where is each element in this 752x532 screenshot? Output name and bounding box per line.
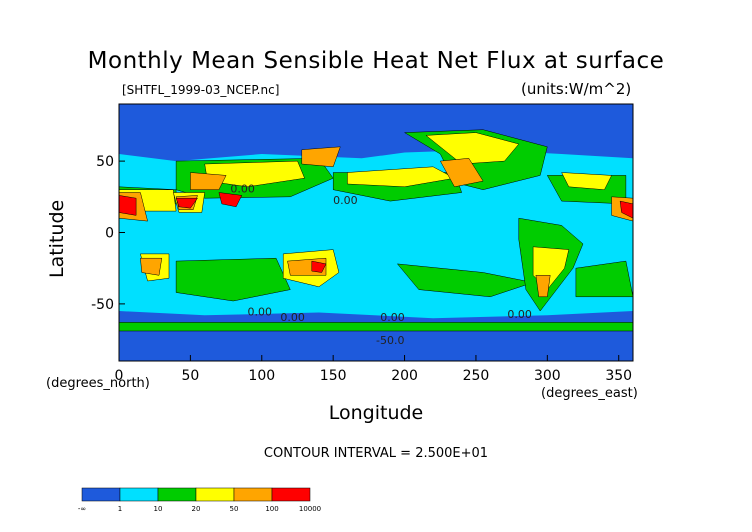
region-northern-high-lat	[119, 104, 633, 162]
contour-label: 0.00	[507, 308, 532, 321]
colorbar-swatch	[119, 487, 159, 502]
flux-regions	[119, 104, 633, 361]
region-antarctic-green	[119, 322, 633, 332]
source-file-label: [SHTFL_1999-03_NCEP.nc]	[122, 83, 280, 97]
contour-label: 0.00	[333, 194, 358, 207]
colorbar-swatch	[233, 487, 273, 502]
chart-title: Monthly Mean Sensible Heat Net Flux at s…	[87, 48, 665, 74]
x-tick-label: 100	[248, 368, 275, 384]
colorbar: -∞ 1 10 20 50 100 10000	[78, 487, 321, 513]
region-argentina-orange	[535, 275, 551, 298]
region-south-pacific-green	[396, 263, 535, 298]
colorbar-swatch	[271, 487, 311, 502]
colorbar-tick-label: 50	[230, 505, 239, 513]
colorbar-tick-label: 10000	[299, 505, 321, 513]
units-label: (units:W/m^2)	[521, 80, 632, 98]
region-north-america-yellow	[425, 132, 520, 165]
colorbar-tick-label: 100	[265, 505, 278, 513]
region-central-asia-orange	[190, 172, 227, 190]
region-australia-red	[311, 260, 327, 273]
contour-labels: 0.00 0.00 0.00 0.00 0.00 0.00 -50.0	[230, 183, 531, 347]
x-tick-label: 200	[391, 368, 418, 384]
x-tick-label: 350	[605, 368, 632, 384]
region-north-atlantic-yellow	[561, 172, 612, 190]
contour-label: 0.00	[230, 183, 255, 196]
colorbar-tick-label: 20	[192, 505, 201, 513]
y-axis: -50 0 50	[91, 154, 125, 313]
y-tick-label: 0	[105, 226, 114, 242]
colorbar-swatch	[81, 487, 121, 502]
y-tick-label: -50	[91, 297, 114, 313]
region-mongolia-orange	[301, 146, 341, 168]
colorbar-tick-label: 10	[154, 505, 163, 513]
contour-interval-label: CONTOUR INTERVAL = 2.500E+01	[263, 446, 489, 461]
x-tick-label: 250	[463, 368, 490, 384]
x-tick-label: 50	[181, 368, 199, 384]
region-south-indian-green	[175, 257, 291, 302]
region-india-red	[218, 192, 243, 208]
region-north-pacific-yellow	[347, 166, 456, 188]
region-west-sahara-red	[619, 200, 633, 219]
x-tick-label: 300	[534, 368, 561, 384]
x-tick-label: 0	[115, 368, 124, 384]
colorbar-swatch	[195, 487, 235, 502]
region-antarctica	[119, 332, 633, 361]
x-axis-label: Longitude	[328, 402, 424, 424]
contour-label: -50.0	[376, 334, 404, 347]
region-namibia-orange	[140, 257, 163, 276]
y-tick-label: 50	[96, 154, 114, 170]
x-units-label: (degrees_east)	[541, 386, 638, 401]
y-units-label: (degrees_north)	[46, 376, 150, 391]
region-north-america-orange	[439, 158, 484, 188]
region-tropical-belt	[119, 206, 633, 262]
x-axis: 0 50 100 150 200 250 300 350	[115, 355, 632, 384]
colorbar-tick-label: -∞	[78, 505, 86, 513]
x-tick-label: 150	[320, 368, 347, 384]
contour-label: 0.00	[380, 311, 405, 324]
region-arabia-red	[175, 197, 198, 209]
contour-label: 0.00	[248, 305, 273, 318]
colorbar-tick-label: 1	[118, 505, 122, 513]
region-sahara-red	[119, 195, 137, 216]
colorbar-swatch	[157, 487, 197, 502]
region-south-atlantic-green	[575, 260, 633, 298]
contour-label: 0.00	[280, 311, 305, 324]
